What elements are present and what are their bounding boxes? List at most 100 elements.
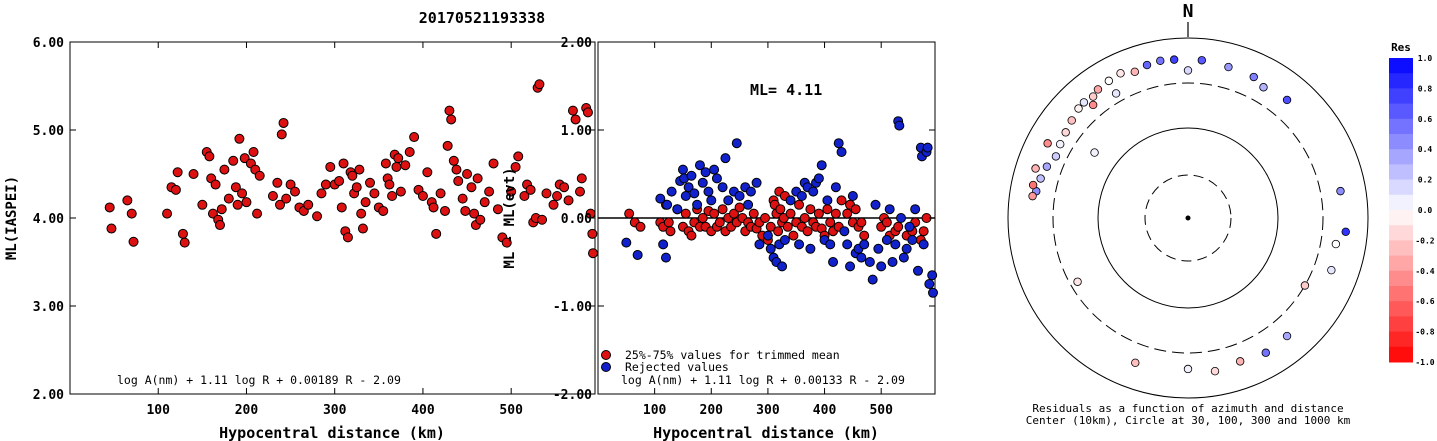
polar-caption-line-1: Residuals as a function of azimuth and d… bbox=[1032, 402, 1343, 415]
polar-point bbox=[1036, 174, 1045, 183]
residual-point bbox=[822, 204, 833, 215]
residual-y-tick-label: 2.00 bbox=[561, 36, 592, 51]
ml-point bbox=[312, 211, 323, 222]
polar-point bbox=[1061, 128, 1070, 137]
colorbar-labels: 1.0 0.8 0.6 0.4 0.2 0.0 -0.2 -0.4 -0.6 -0.8 -1.0 bbox=[1415, 54, 1434, 367]
colorbar-cell bbox=[1389, 270, 1413, 287]
colorbar-cell bbox=[1389, 331, 1413, 348]
ml-point bbox=[216, 204, 227, 215]
residual-points bbox=[621, 116, 938, 298]
polar-point bbox=[1341, 227, 1350, 236]
ml-point bbox=[316, 188, 327, 199]
residual-point bbox=[828, 257, 839, 267]
polar-point bbox=[1051, 152, 1061, 161]
ml-point bbox=[422, 167, 433, 178]
ml-point bbox=[395, 186, 406, 197]
ring-100km bbox=[1097, 127, 1279, 309]
ml-point bbox=[278, 117, 289, 128]
polar-point bbox=[1074, 104, 1083, 113]
ml-y-axis-label: ML(IASPEI) bbox=[4, 176, 20, 260]
residual-point bbox=[745, 186, 756, 197]
ml-point bbox=[248, 147, 259, 157]
ml-panel: 100 200 300 400 500 2.00 3.00 4.00 5.00 6.00 ML(I… bbox=[4, 36, 598, 441]
polar-point bbox=[1028, 180, 1038, 190]
ml-point bbox=[356, 208, 367, 219]
ml-point bbox=[126, 208, 137, 219]
residual-x-tick-label: 300 bbox=[756, 403, 780, 418]
residual-point bbox=[893, 221, 904, 232]
ml-y-tick-label: 4.00 bbox=[33, 212, 64, 227]
ml-point bbox=[336, 202, 347, 213]
residual-y-tick-label: 0.00 bbox=[561, 212, 592, 227]
ml-point bbox=[354, 164, 365, 175]
colorbar-cell bbox=[1389, 58, 1413, 74]
ml-point bbox=[285, 179, 296, 190]
residual-point bbox=[760, 213, 771, 223]
residual-point bbox=[918, 226, 929, 237]
residual-point bbox=[873, 243, 884, 254]
colorbar-tick-label: 0.8 bbox=[1418, 84, 1433, 93]
colorbar-tick-label: -0.4 bbox=[1415, 267, 1434, 276]
colorbar-cell bbox=[1389, 164, 1413, 181]
ml-point bbox=[223, 193, 234, 204]
ml-point bbox=[510, 161, 521, 172]
ml-point bbox=[479, 197, 490, 208]
ml-x-tick-label: 400 bbox=[411, 403, 435, 418]
residual-point bbox=[683, 182, 694, 193]
residual-point bbox=[876, 261, 887, 272]
polar-point bbox=[1183, 66, 1193, 75]
residual-point bbox=[686, 170, 697, 181]
residual-point bbox=[779, 235, 790, 245]
residual-point bbox=[847, 191, 858, 201]
residual-point bbox=[794, 239, 805, 250]
residual-point bbox=[867, 274, 878, 285]
residual-point bbox=[833, 138, 844, 149]
ml-point bbox=[290, 186, 300, 197]
residual-point bbox=[836, 147, 847, 157]
ml-point bbox=[237, 188, 248, 199]
polar-point bbox=[1028, 191, 1037, 201]
colorbar-cell bbox=[1389, 179, 1413, 196]
residual-point bbox=[805, 204, 816, 215]
residual-point bbox=[918, 239, 929, 250]
colorbar-cell bbox=[1389, 286, 1413, 302]
residual-point bbox=[816, 160, 827, 171]
ml-point bbox=[457, 193, 468, 204]
ml-point bbox=[393, 153, 404, 164]
colorbar-cell bbox=[1389, 194, 1413, 211]
residual-point bbox=[703, 186, 714, 197]
ml-point bbox=[446, 114, 457, 125]
residual-point bbox=[782, 221, 793, 232]
ml-point bbox=[575, 186, 585, 197]
residual-point bbox=[822, 195, 833, 206]
residual-panel: 100 200 300 400 500 -2.00 -1.00 0.00 1.00 2.00 ML… bbox=[502, 36, 938, 441]
ml-point bbox=[170, 184, 181, 195]
ml-point bbox=[587, 228, 598, 239]
residual-point bbox=[901, 243, 912, 254]
residual-point bbox=[706, 195, 717, 206]
ml-point bbox=[548, 199, 559, 210]
ml-point bbox=[325, 161, 336, 172]
legend-label-trimmed: 25%-75% values for trimmed mean bbox=[625, 348, 840, 362]
ml-point bbox=[177, 228, 188, 239]
colorbar-cell bbox=[1389, 346, 1413, 363]
ml-point bbox=[347, 170, 358, 181]
ml-point bbox=[272, 177, 283, 188]
ml-point bbox=[378, 205, 389, 216]
residual-point bbox=[839, 226, 850, 237]
ml-point bbox=[380, 158, 391, 169]
residual-point bbox=[924, 279, 935, 289]
residual-point bbox=[711, 173, 722, 184]
residual-point bbox=[723, 195, 734, 206]
polar-point bbox=[1104, 76, 1114, 86]
residual-point bbox=[922, 142, 933, 153]
legend-label-rejected: Rejected values bbox=[625, 360, 729, 374]
colorbar: Res 1.0 0.8 0.6 0.4 0.2 0.0 -0.2 -0.4 -0.6 -0.8 -1… bbox=[1389, 41, 1435, 367]
polar-point bbox=[1183, 364, 1193, 374]
polar-point bbox=[1142, 60, 1152, 70]
residual-x-tick-label: 500 bbox=[869, 403, 893, 418]
colorbar-cell bbox=[1389, 225, 1413, 241]
polar-point bbox=[1043, 139, 1052, 148]
ml-y-tick-label: 6.00 bbox=[33, 36, 64, 51]
polar-point bbox=[1055, 140, 1065, 149]
